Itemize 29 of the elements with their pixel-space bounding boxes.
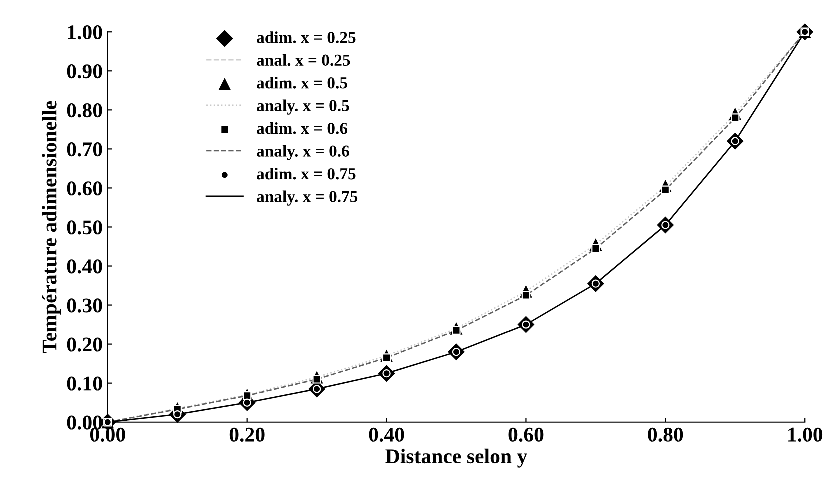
x-tick-label: 0.40 [369,428,404,442]
y-tick-label: 0.20 [67,338,102,352]
y-tick-label: 0.80 [67,104,102,118]
point [242,391,252,400]
y-tick-label: 0.00 [67,416,102,430]
y-axis-title: Température adimensionelle [42,101,62,354]
legend-label: adim. x = 0.6 [257,122,348,134]
y-tick-label: 0.40 [67,260,102,274]
y-tick-label: 0.50 [67,220,102,235]
legend-label: analy. x = 0.6 [257,145,350,160]
y-tick-label: 0.30 [67,298,102,313]
legend-label: adim. x = 0.5 [257,77,348,89]
x-tick-label: 0.00 [90,428,126,442]
legend-label: analy. x = 0.5 [257,100,350,115]
legend-label: adim. x = 0.75 [257,168,356,180]
legend-label: anal. x = 0.25 [257,54,350,66]
y-tick-label: 1.00 [68,25,102,40]
point [661,186,670,195]
y-tick-label: 0.60 [67,182,102,196]
legend-label: adim. x = 0.25 [257,32,356,44]
x-tick-label: 0.20 [230,428,265,442]
x-tick-label: 0.80 [648,428,684,442]
x-axis-title: Distance selon y [386,448,528,468]
y-tick-label: 0.70 [67,142,102,157]
x-tick-label: 1.00 [788,428,823,442]
y-tick-label: 0.90 [67,64,102,79]
x-tick-label: 0.60 [508,428,544,442]
legend-label: analy. x = 0.75 [257,190,358,206]
y-tick-label: 0.10 [67,376,102,391]
